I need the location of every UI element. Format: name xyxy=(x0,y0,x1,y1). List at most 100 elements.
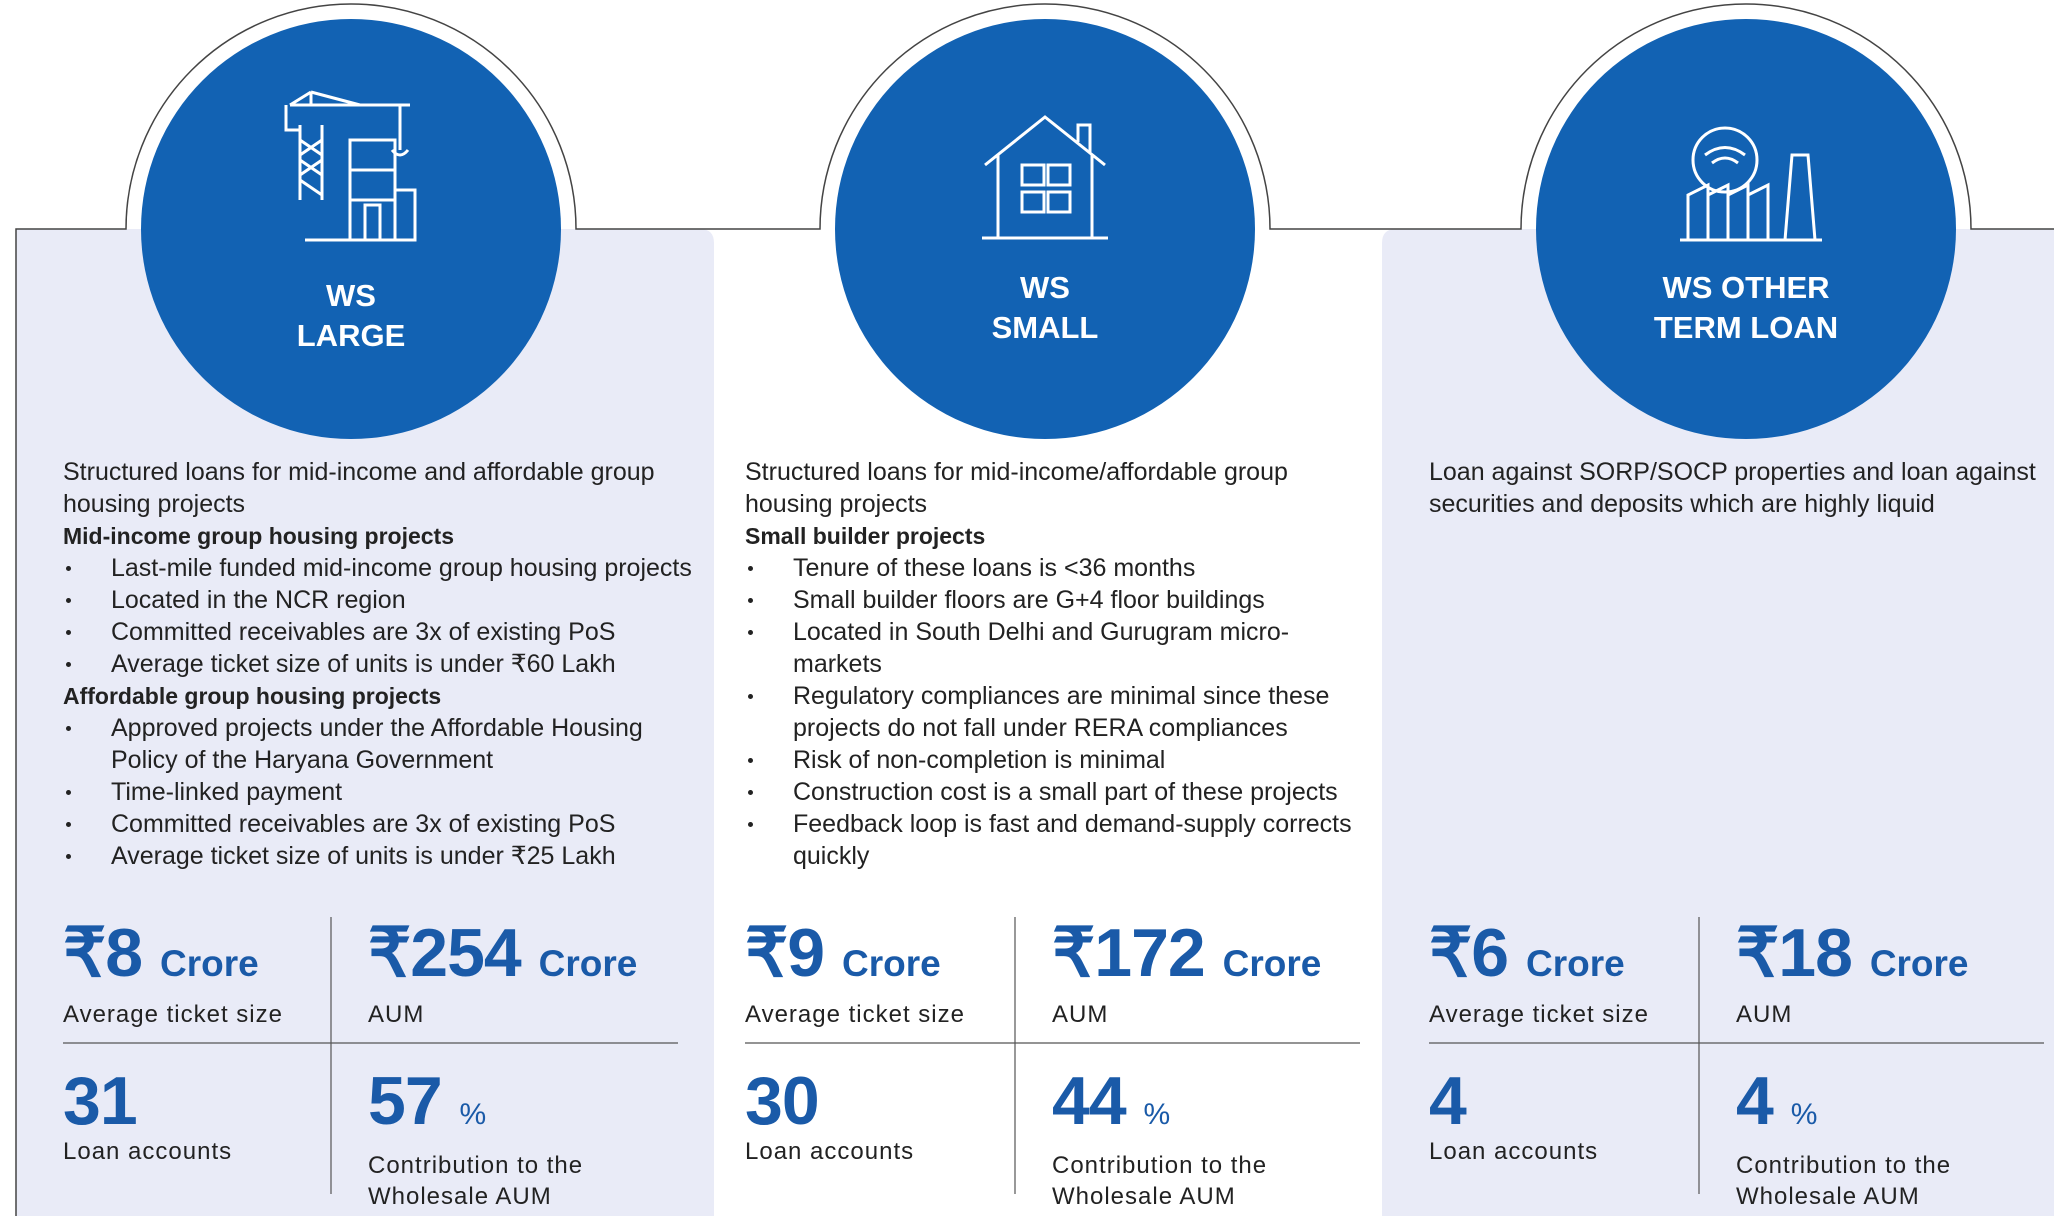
unit: Crore xyxy=(160,943,259,984)
section-heading: Small builder projects xyxy=(745,523,986,549)
bullet-list: Last-mile funded mid-income group housin… xyxy=(63,552,693,680)
title-line: TERM LOAN xyxy=(1653,310,1839,345)
title-line: SMALL xyxy=(991,310,1099,345)
unit: Crore xyxy=(538,943,638,984)
stat-value: ₹8 Crore xyxy=(63,918,363,999)
house-icon xyxy=(982,115,1108,240)
circle xyxy=(835,19,1255,439)
number: 31 xyxy=(63,1063,138,1139)
unit: % xyxy=(1143,1098,1171,1131)
stat-value: 4 % xyxy=(1736,1066,2036,1150)
bullet: Located in South Delhi and Gurugram micr… xyxy=(745,616,1375,680)
stat-label: Loan accounts xyxy=(63,1138,233,1165)
stat-value: 31 xyxy=(63,1066,363,1136)
unit: % xyxy=(459,1098,487,1131)
column-text: Loan against SORP/SOCP properties and lo… xyxy=(1429,456,2054,520)
bullet: Time-linked payment xyxy=(63,776,693,808)
unit: Crore xyxy=(1222,943,1322,984)
stat-label: Average ticket size xyxy=(745,1001,965,1028)
number: ₹254 xyxy=(368,915,522,991)
panel xyxy=(16,229,714,1216)
crane-icon xyxy=(284,90,417,242)
industry-icon xyxy=(1680,126,1822,242)
column-text: Structured loans for mid-income and affo… xyxy=(63,456,693,872)
stat: 4 Loan accounts xyxy=(1429,1066,1729,1167)
unit: Crore xyxy=(842,943,941,984)
bullet-list: Approved projects under the Affordable H… xyxy=(63,712,693,872)
number: ₹18 xyxy=(1736,915,1853,991)
panel xyxy=(1382,229,2054,1216)
bullet: Approved projects under the Affordable H… xyxy=(63,712,693,776)
number: ₹172 xyxy=(1052,915,1206,991)
unit: Crore xyxy=(1526,943,1625,984)
stat-value: ₹254 Crore xyxy=(368,918,668,999)
bullet: Average ticket size of units is under ₹6… xyxy=(63,648,693,680)
number: 30 xyxy=(745,1063,820,1139)
stat: 57 % Contribution to the Wholesale AUM xyxy=(368,1066,668,1212)
stat: 44 % Contribution to the Wholesale AUM xyxy=(1052,1066,1352,1212)
circle-title: WS SMALL xyxy=(835,268,1255,348)
bullet: Risk of non-completion is minimal xyxy=(745,744,1375,776)
stat-label: Loan accounts xyxy=(745,1138,915,1165)
stat: ₹172 Crore AUM xyxy=(1052,918,1352,1030)
stat: ₹9 Crore Average ticket size xyxy=(745,918,1045,1030)
bullet: Regulatory compliances are minimal since… xyxy=(745,680,1375,744)
stat-value: 30 xyxy=(745,1066,1045,1136)
description: Structured loans for mid-income and affo… xyxy=(63,458,655,518)
stat-label: AUM xyxy=(1052,1001,1109,1028)
circle xyxy=(1536,19,1956,439)
title-line: WS OTHER xyxy=(1662,270,1830,305)
circle-title: WS OTHER TERM LOAN xyxy=(1536,268,1956,348)
stat-label: Average ticket size xyxy=(63,1001,283,1028)
outline xyxy=(15,3,2054,1216)
stat-value: ₹18 Crore xyxy=(1736,918,2036,999)
title-line: LARGE xyxy=(296,318,406,353)
bullet: Located in the NCR region xyxy=(63,584,693,616)
stat-label: Loan accounts xyxy=(1429,1138,1599,1165)
number: ₹9 xyxy=(745,915,825,991)
stat: 30 Loan accounts xyxy=(745,1066,1045,1167)
stat-value: ₹172 Crore xyxy=(1052,918,1352,999)
stat-value: 57 % xyxy=(368,1066,668,1150)
stat: ₹18 Crore AUM xyxy=(1736,918,2036,1030)
stat-label: Average ticket size xyxy=(1429,1001,1649,1028)
stat: ₹6 Crore Average ticket size xyxy=(1429,918,1729,1030)
stat: 4 % Contribution to the Wholesale AUM xyxy=(1736,1066,2036,1212)
description: Loan against SORP/SOCP properties and lo… xyxy=(1429,458,2036,518)
bullet-list: Tenure of these loans is <36 months Small… xyxy=(745,552,1375,872)
stat: ₹254 Crore AUM xyxy=(368,918,668,1030)
unit: Crore xyxy=(1869,943,1969,984)
stat-value: 44 % xyxy=(1052,1066,1352,1150)
stat-value: ₹6 Crore xyxy=(1429,918,1729,999)
bullet: Committed receivables are 3x of existing… xyxy=(63,616,693,648)
number: ₹8 xyxy=(63,915,143,991)
number: 4 xyxy=(1736,1063,1774,1139)
bullet: Average ticket size of units is under ₹2… xyxy=(63,840,693,872)
stat-label: Contribution to the Wholesale AUM xyxy=(368,1152,584,1210)
stat-label: AUM xyxy=(368,1001,425,1028)
bullet: Last-mile funded mid-income group housin… xyxy=(63,552,693,584)
stat-value: 4 xyxy=(1429,1066,1729,1136)
stat-label: Contribution to the Wholesale AUM xyxy=(1052,1152,1268,1210)
description: Structured loans for mid-income/affordab… xyxy=(745,458,1288,518)
title-line: WS xyxy=(1020,270,1070,305)
stat: 31 Loan accounts xyxy=(63,1066,363,1167)
number: 4 xyxy=(1429,1063,1467,1139)
circle-title: WS LARGE xyxy=(141,276,561,356)
column-text: Structured loans for mid-income/affordab… xyxy=(745,456,1375,872)
number: 57 xyxy=(368,1063,443,1139)
number: ₹6 xyxy=(1429,915,1509,991)
section-heading: Affordable group housing projects xyxy=(63,683,442,709)
stat: ₹8 Crore Average ticket size xyxy=(63,918,363,1030)
bullet: Committed receivables are 3x of existing… xyxy=(63,808,693,840)
number: 44 xyxy=(1052,1063,1127,1139)
bullet: Small builder floors are G+4 floor build… xyxy=(745,584,1375,616)
unit: % xyxy=(1790,1098,1818,1131)
bullet: Feedback loop is fast and demand-supply … xyxy=(745,808,1375,872)
stat-value: ₹9 Crore xyxy=(745,918,1045,999)
stat-label: AUM xyxy=(1736,1001,1793,1028)
section-heading: Mid-income group housing projects xyxy=(63,523,454,549)
bullet: Construction cost is a small part of the… xyxy=(745,776,1375,808)
